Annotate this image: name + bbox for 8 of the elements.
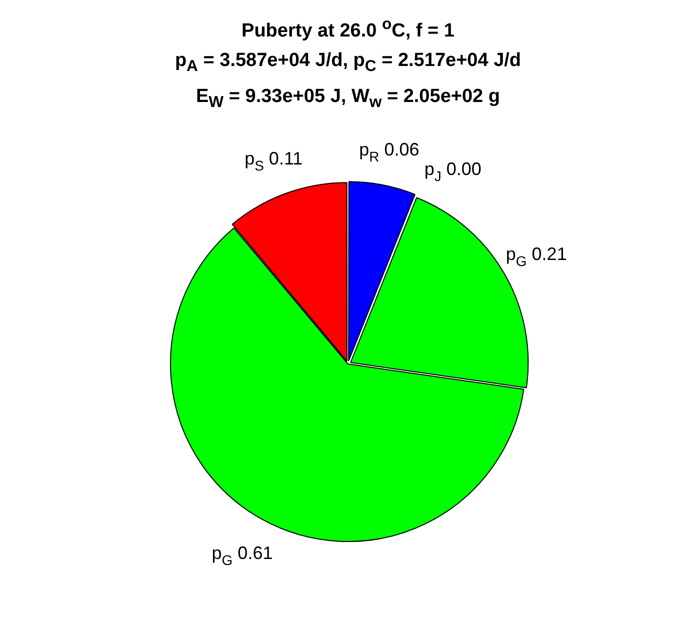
data-label: 0.21	[526, 244, 567, 264]
text: E$_{W}$ = 9.33e+05 J, W$_{w}$ = 2.05e+02 g	[194, 85, 502, 113]
chart-title: Puberty at 26.0 $^{o}$C, f = 1	[240, 15, 456, 44]
data-label: 0.06	[379, 139, 420, 160]
text: 0.00	[446, 159, 482, 180]
data-label: 0.61	[232, 543, 273, 564]
chart-subtitle: p$_{A}$ = 3.587e+04 J/d, p$_{C}$ = 2.517e+04 J/d	[174, 49, 522, 78]
data-label: 0.11	[264, 148, 303, 169]
